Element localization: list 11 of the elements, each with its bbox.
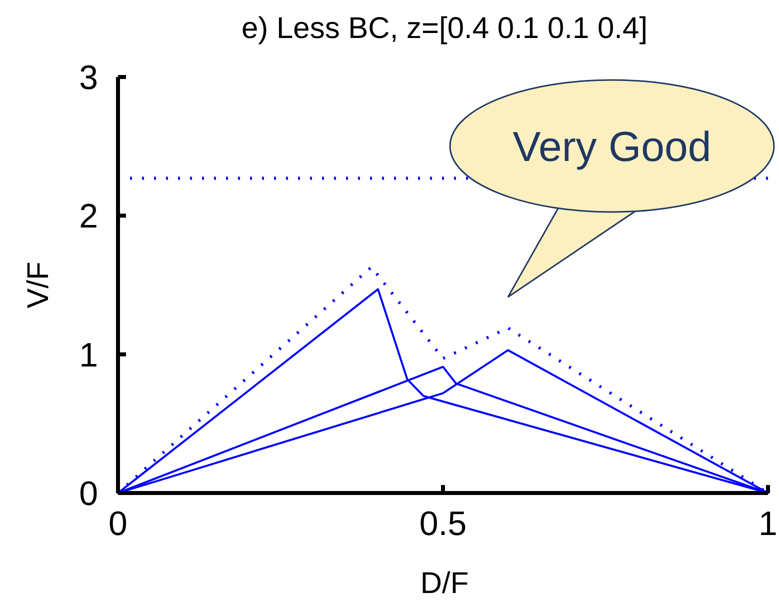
- y-tick-label: 0: [79, 475, 98, 513]
- y-tick-label: 1: [79, 336, 98, 374]
- x-tick-label: 0.5: [419, 505, 467, 543]
- chart-title: e) Less BC, z=[0.4 0.1 0.1 0.4]: [241, 12, 648, 45]
- y-tick-label: 2: [79, 198, 98, 236]
- y-tick-label: 3: [79, 59, 98, 97]
- x-tick-label: 1: [758, 505, 778, 543]
- y-axis-title: V/F: [22, 262, 55, 308]
- x-tick-label: 0: [108, 505, 128, 543]
- x-axis-title: D/F: [420, 567, 469, 600]
- annotation: Very Good: [512, 123, 712, 170]
